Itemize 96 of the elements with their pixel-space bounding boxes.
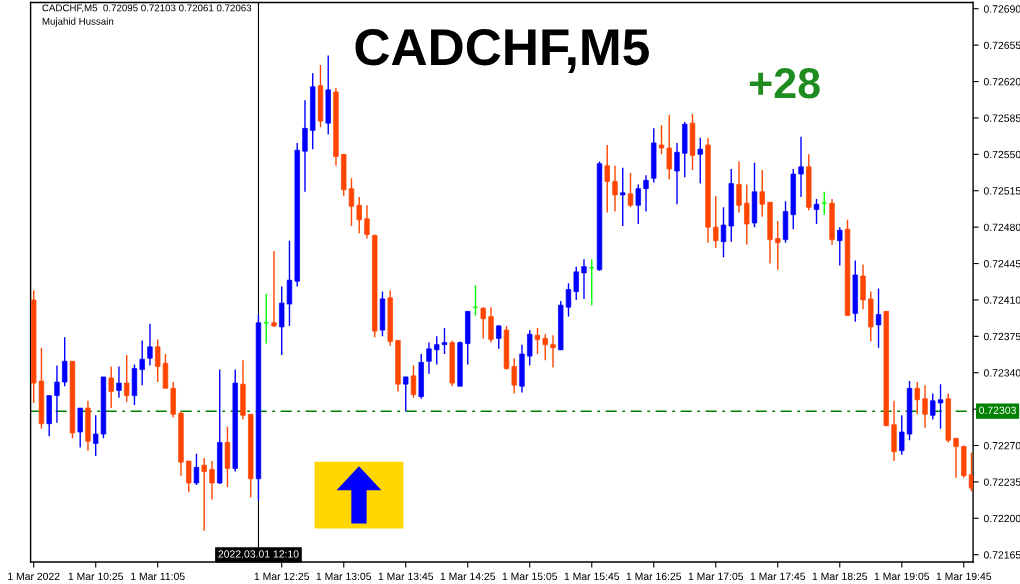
- x-tick-label: 1 Mar 13:45: [378, 572, 434, 581]
- ref-line-label: 2022.03.01 12:10: [218, 550, 299, 558]
- candlestick: [775, 220, 781, 271]
- candlestick: [434, 335, 440, 366]
- candlestick: [968, 452, 974, 492]
- candlestick: [713, 195, 719, 249]
- candlestick: [116, 365, 122, 399]
- candlestick: [480, 306, 486, 340]
- candlestick: [542, 333, 548, 361]
- candlestick: [627, 172, 634, 209]
- candlestick: [813, 198, 820, 225]
- candlestick: [697, 137, 703, 185]
- candlestick: [147, 323, 153, 367]
- candlestick: [62, 336, 68, 387]
- candlestick: [441, 327, 448, 355]
- candlestick: [736, 160, 742, 214]
- candlestick: [54, 364, 60, 424]
- candlestick: [534, 327, 541, 355]
- y-tick-label: 0.72200: [983, 514, 1020, 523]
- candlestick: [620, 167, 626, 227]
- chart-title: CADCHF,M5: [355, 29, 649, 73]
- x-tick-label: 1 Mar 15:05: [502, 572, 558, 581]
- x-tick-label: 1 Mar 17:05: [688, 572, 744, 581]
- candlestick: [899, 414, 905, 456]
- candlestick: [953, 437, 959, 479]
- candlestick: [798, 135, 804, 198]
- candlestick: [573, 265, 579, 301]
- y-tick-label: 0.72585: [983, 114, 1020, 122]
- candlestick: [186, 460, 192, 494]
- ref-line-label: 0.72303: [979, 406, 1016, 414]
- x-tick-label: 1 Mar 13:05: [316, 572, 372, 581]
- candlestick: [139, 339, 145, 386]
- candlestick: [403, 376, 409, 412]
- candlestick: [209, 460, 215, 501]
- candlestick: [302, 99, 308, 193]
- candlestick: [744, 183, 750, 246]
- x-tick-label: 1 Mar 15:45: [564, 572, 620, 581]
- candlestick: [914, 381, 920, 416]
- candlestick: [565, 282, 572, 318]
- y-tick-label: 0.72655: [983, 41, 1020, 50]
- x-tick-label: 1 Mar 16:25: [626, 572, 682, 581]
- candlestick: [488, 306, 494, 344]
- candlestick: [674, 142, 680, 205]
- y-tick-label: 0.72235: [983, 478, 1020, 486]
- x-tick-label: 1 Mar 19:05: [874, 572, 930, 581]
- candlestick: [720, 206, 727, 258]
- candlestick: [658, 124, 665, 156]
- candlestick: [124, 354, 130, 403]
- candlestick: [364, 204, 370, 240]
- x-tick-label: 1 Mar 11:05: [131, 572, 185, 581]
- y-tick-label: 0.72410: [983, 296, 1020, 304]
- x-tick-label: 1 Mar 12:25: [254, 572, 310, 581]
- candlestick: [922, 384, 928, 429]
- y-tick-label: 0.72445: [983, 260, 1020, 268]
- x-tick-label: 1 Mar 10:25: [68, 572, 124, 581]
- y-tick-label: 0.72340: [983, 369, 1020, 377]
- candlestick: [550, 334, 556, 369]
- candlestick: [930, 392, 936, 421]
- y-tick-label: 0.72515: [983, 187, 1020, 195]
- candlestick: [635, 183, 641, 225]
- annotation: +28: [749, 67, 820, 99]
- candlestick: [643, 174, 649, 213]
- candlestick: [426, 341, 432, 375]
- candlestick: [527, 329, 533, 367]
- x-tick-label: 1 Mar 14:25: [440, 572, 496, 581]
- y-tick-label: 0.72550: [983, 150, 1020, 159]
- y-tick-label: 0.72165: [983, 551, 1020, 559]
- candlestick: [666, 114, 672, 180]
- y-tick-label: 0.72270: [983, 442, 1020, 450]
- x-tick-label: 1 Mar 17:45: [750, 572, 806, 581]
- x-tick-label: 1 Mar 19:45: [936, 572, 992, 581]
- annotation: CADCHF,M5 0.72095 0.72103 0.72061 0.72063: [42, 4, 252, 13]
- candlestick: [348, 177, 355, 227]
- candlestick: [759, 169, 765, 218]
- candlestick: [356, 196, 362, 235]
- candlestick: [77, 407, 83, 449]
- candlestick: [271, 250, 277, 328]
- x-tick-label: 1 Mar 2022: [8, 572, 60, 581]
- candlestick: [860, 263, 866, 310]
- annotation: Mujahid Hussain: [42, 17, 114, 27]
- candlestick: [604, 144, 610, 214]
- candlestick: [612, 165, 618, 213]
- y-tick-label: 0.72690: [983, 5, 1020, 13]
- candlestick: [581, 258, 587, 300]
- x-tick-label: 1 Mar 18:25: [812, 572, 868, 581]
- candlestick: [837, 226, 843, 267]
- candlestick: [108, 365, 114, 409]
- y-tick-label: 0.72375: [983, 332, 1020, 341]
- candlestick: [875, 287, 882, 349]
- candlestick: [410, 364, 417, 399]
- candlestick: [511, 357, 517, 395]
- y-tick-label: 0.72620: [983, 78, 1020, 86]
- candlestick: [201, 457, 207, 532]
- candlestick: [937, 383, 944, 430]
- candlestick: [193, 453, 200, 486]
- y-tick-label: 0.72480: [983, 223, 1020, 232]
